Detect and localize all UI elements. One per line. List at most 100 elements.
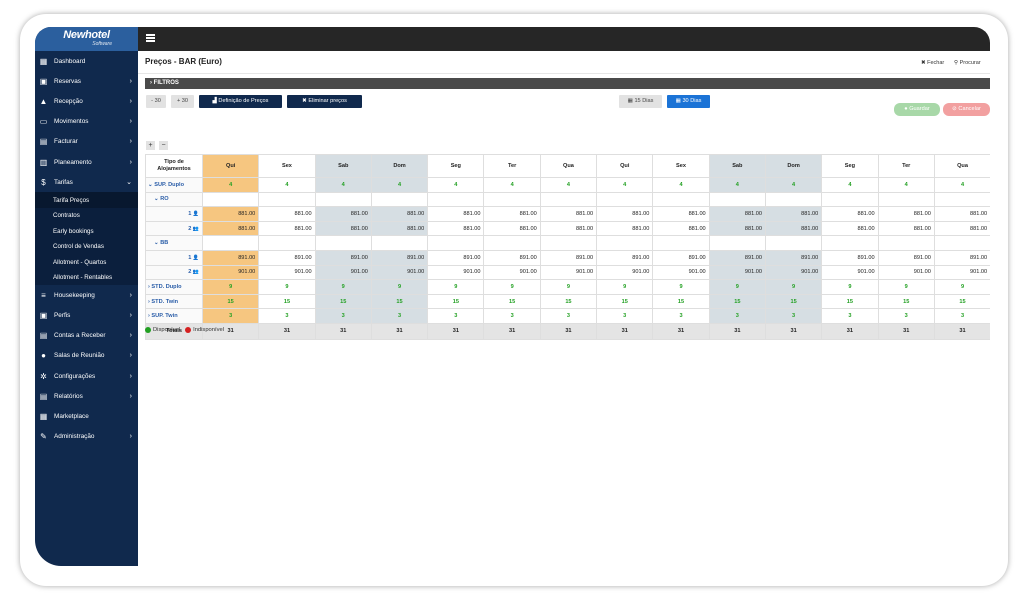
price-cell[interactable]: 881.00 <box>201 220 260 237</box>
price-cell[interactable]: 881.00 <box>258 206 316 222</box>
price-cell[interactable]: 901.00 <box>370 264 429 281</box>
sidebar-item-tarifas[interactable]: $ Tarifas ⌄ <box>35 172 138 193</box>
sidebar-item-reservas[interactable]: ▣ Reservas › <box>35 71 138 91</box>
close-button[interactable]: ✖ Fechar <box>921 60 944 66</box>
price-cell[interactable]: 891.00 <box>877 249 935 266</box>
define-prices-button[interactable]: ▟ Definição de Preços <box>199 95 282 108</box>
price-cell[interactable]: 881.00 <box>708 220 766 237</box>
price-cell[interactable]: 881.00 <box>596 206 654 222</box>
price-cell[interactable]: 891.00 <box>539 249 598 266</box>
price-cell[interactable]: 901.00 <box>596 264 654 281</box>
price-cell[interactable]: 891.00 <box>427 249 485 266</box>
delete-prices-button[interactable]: ✖ Eliminar preços <box>287 95 362 108</box>
price-cell[interactable]: 881.00 <box>933 220 990 237</box>
price-cell[interactable]: 901.00 <box>708 264 766 281</box>
sidebar-item-facturar[interactable]: ▤ Facturar › <box>35 132 138 152</box>
price-cell[interactable]: 901.00 <box>821 264 879 281</box>
sidebar-item-dashboard[interactable]: ▦ Dashboard <box>35 51 138 71</box>
cancel-button[interactable]: ⊘ Cancelar <box>943 103 990 116</box>
price-cell[interactable]: 881.00 <box>652 206 710 222</box>
sidebar-subitem-early-bookings[interactable]: Early bookings <box>53 227 94 235</box>
price-cell[interactable]: 891.00 <box>370 249 429 266</box>
price-cell[interactable]: 901.00 <box>764 264 823 281</box>
price-cell[interactable]: 881.00 <box>314 220 372 237</box>
price-cell[interactable]: 881.00 <box>764 220 823 237</box>
price-cell[interactable]: 901.00 <box>652 264 710 281</box>
row-label[interactable]: › STD. Duplo <box>145 279 203 295</box>
price-cell[interactable]: 881.00 <box>877 220 935 237</box>
sidebar-item-relatorios[interactable]: ▤ Relatórios › <box>35 386 138 406</box>
price-cell[interactable]: 901.00 <box>933 264 990 281</box>
price-cell[interactable]: 881.00 <box>821 206 879 222</box>
price-cell[interactable]: 881.00 <box>539 220 598 237</box>
wrench-icon: ✎ <box>40 432 47 442</box>
sidebar-subitem-control-vendas[interactable]: Control de Vendas <box>53 243 104 251</box>
sidebar-item-perfis[interactable]: ▣ Perfis › <box>35 306 138 326</box>
days-15-button[interactable]: ▦ 15 Dias <box>619 95 662 108</box>
sidebar-item-contas-receber[interactable]: ▤ Contas a Receber › <box>35 326 138 346</box>
row-label[interactable]: › SUP. Twin <box>145 308 203 324</box>
price-cell[interactable]: 881.00 <box>370 220 429 237</box>
sidebar-item-movimentos[interactable]: ▭ Movimentos › <box>35 112 138 132</box>
price-cell[interactable]: 881.00 <box>483 220 541 237</box>
price-cell[interactable]: 881.00 <box>708 206 766 222</box>
filters-toggle[interactable]: › FILTROS <box>145 78 990 89</box>
price-cell[interactable]: 891.00 <box>821 249 879 266</box>
search-button[interactable]: ⚲ Procurar <box>954 60 981 66</box>
price-cell[interactable]: 891.00 <box>314 249 372 266</box>
sidebar-item-marketplace[interactable]: ▦ Marketplace <box>35 406 138 426</box>
price-cell[interactable]: 901.00 <box>877 264 935 281</box>
collapse-all-button[interactable]: − <box>159 141 168 150</box>
row-label[interactable]: ⌄ SUP. Duplo <box>145 177 203 193</box>
minus-30-button[interactable]: - 30 <box>146 95 166 108</box>
sidebar-item-housekeeping[interactable]: ≡ Housekeeping › <box>35 285 138 305</box>
price-cell[interactable]: 881.00 <box>933 206 990 222</box>
price-cell[interactable]: 881.00 <box>764 206 823 222</box>
price-cell[interactable]: 891.00 <box>201 249 260 266</box>
price-cell[interactable]: 901.00 <box>314 264 372 281</box>
price-cell[interactable]: 881.00 <box>877 206 935 222</box>
price-cell[interactable]: 901.00 <box>539 264 598 281</box>
price-cell[interactable]: 881.00 <box>370 206 429 222</box>
price-cell[interactable]: 881.00 <box>652 220 710 237</box>
plus-30-button[interactable]: + 30 <box>171 95 194 108</box>
sidebar-item-administracao[interactable]: ✎ Administração › <box>35 427 138 447</box>
sidebar-subitem-tarifa-precos[interactable]: Tarifa Preços <box>35 192 138 208</box>
price-cell[interactable]: 901.00 <box>201 264 260 281</box>
sidebar-subitem-contratos[interactable]: Contratos <box>53 212 80 220</box>
price-cell[interactable]: 901.00 <box>258 264 316 281</box>
sidebar-subitem-allotment-rentables[interactable]: Allotment - Rentables <box>53 274 113 282</box>
price-cell[interactable]: 891.00 <box>258 249 316 266</box>
price-cell[interactable]: 881.00 <box>258 220 316 237</box>
sidebar-item-salas-reuniao[interactable]: ● Salas de Reunião › <box>35 346 138 366</box>
sidebar-subitem-allotment-quartos[interactable]: Allotment - Quartos <box>53 258 107 266</box>
price-cell[interactable]: 901.00 <box>483 264 541 281</box>
save-button[interactable]: ● Guardar <box>894 103 940 116</box>
price-cell[interactable]: 881.00 <box>483 206 541 222</box>
price-cell[interactable]: 881.00 <box>596 220 654 237</box>
price-cell[interactable]: 891.00 <box>652 249 710 266</box>
row-label[interactable]: ⌄ BB <box>145 235 203 251</box>
price-cell[interactable]: 881.00 <box>427 206 485 222</box>
sidebar-item-planeamento[interactable]: ▥ Planeamento › <box>35 152 138 172</box>
price-cell[interactable]: 881.00 <box>821 220 879 237</box>
price-cell[interactable]: 881.00 <box>201 206 260 222</box>
sidebar-item-recepcao[interactable]: ▲ Recepção › <box>35 91 138 111</box>
price-cell[interactable]: 891.00 <box>483 249 541 266</box>
price-cell[interactable]: 891.00 <box>596 249 654 266</box>
chevron-right-icon: › <box>129 312 132 320</box>
brand-logo[interactable]: Newhotel Software <box>35 27 138 51</box>
price-cell[interactable]: 891.00 <box>933 249 990 266</box>
price-cell[interactable]: 881.00 <box>314 206 372 222</box>
price-cell[interactable]: 881.00 <box>539 206 598 222</box>
price-cell[interactable]: 891.00 <box>708 249 766 266</box>
expand-all-button[interactable]: + <box>146 141 155 150</box>
hamburger-menu-icon[interactable] <box>146 34 155 42</box>
days-30-button[interactable]: ▦ 30 Dias <box>667 95 710 108</box>
row-label[interactable]: ⌄ RO <box>145 191 203 208</box>
price-cell[interactable]: 881.00 <box>427 220 485 237</box>
sidebar-item-configuracoes[interactable]: ✲ Configurações › <box>35 366 138 386</box>
price-cell[interactable]: 901.00 <box>427 264 485 281</box>
row-label[interactable]: › STD. Twin <box>145 293 203 310</box>
price-cell[interactable]: 891.00 <box>764 249 823 266</box>
